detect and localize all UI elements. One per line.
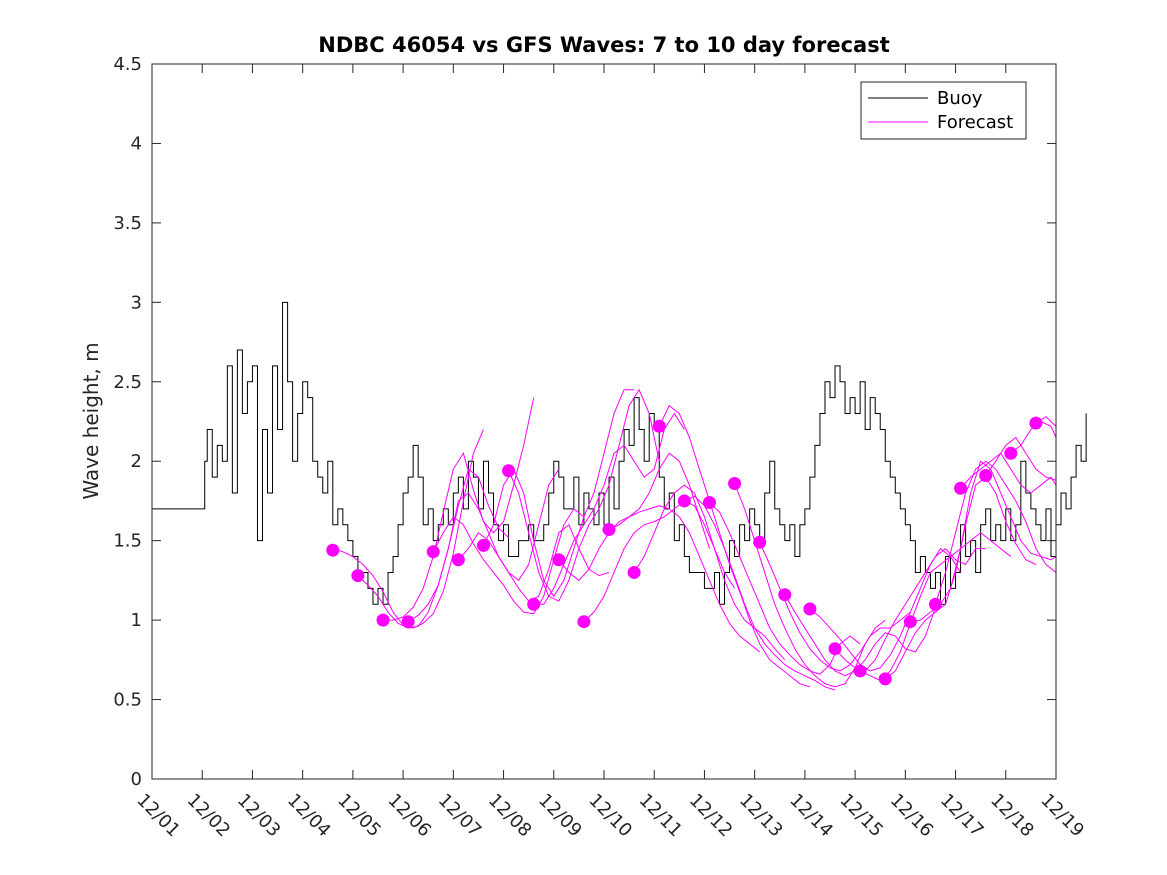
plot-frame bbox=[151, 63, 1057, 780]
forecast-series-line bbox=[383, 397, 535, 621]
forecast-series-line bbox=[734, 483, 886, 688]
forecast-series-line bbox=[508, 388, 660, 602]
y-axis-label: Wave height, m bbox=[79, 342, 103, 499]
legend-buoy-label: Buoy bbox=[937, 88, 983, 109]
forecast-start-marker bbox=[577, 615, 591, 629]
forecast-series-line bbox=[583, 500, 736, 623]
plot-series bbox=[152, 301, 1087, 691]
plot-area bbox=[152, 64, 1056, 779]
forecast-start-marker bbox=[627, 565, 641, 579]
forecast-series-line bbox=[934, 460, 1057, 605]
y-tick-label: 0 bbox=[131, 769, 142, 790]
y-tick-label: 2.5 bbox=[113, 372, 142, 393]
forecast-start-marker bbox=[853, 664, 867, 678]
y-axis-ticks: 0 0.5 1 1.5 2 2.5 3 3.5 4 4.5 bbox=[113, 54, 1056, 790]
forecast-start-marker bbox=[954, 481, 968, 495]
forecast-start-marker bbox=[426, 545, 440, 559]
forecast-series-line bbox=[357, 468, 509, 629]
forecast-series-line bbox=[558, 452, 710, 582]
forecast-start-marker bbox=[326, 543, 340, 557]
forecast-start-marker bbox=[476, 538, 490, 552]
y-tick-label: 4 bbox=[131, 133, 142, 154]
forecast-series-line bbox=[407, 468, 560, 623]
y-tick-label: 3 bbox=[131, 292, 142, 313]
forecast-start-marker bbox=[677, 494, 691, 508]
forecast-start-marker bbox=[552, 553, 566, 567]
forecast-start-marker bbox=[602, 523, 616, 537]
forecast-start-marker bbox=[928, 597, 942, 611]
y-tick-label: 1 bbox=[131, 610, 142, 631]
forecast-start-marker bbox=[803, 602, 817, 616]
forecast-series-line bbox=[684, 495, 836, 691]
y-tick-label: 3.5 bbox=[113, 213, 142, 234]
forecast-start-marker bbox=[376, 613, 390, 627]
forecast-start-marker bbox=[702, 496, 716, 510]
legend-forecast-label: Forecast bbox=[937, 112, 1013, 133]
legend: Buoy Forecast bbox=[860, 81, 1027, 140]
forecast-start-marker bbox=[1029, 416, 1043, 430]
forecast-start-marker bbox=[979, 469, 993, 483]
forecast-start-marker bbox=[778, 588, 792, 602]
chart-title: NDBC 46054 vs GFS Waves: 7 to 10 day for… bbox=[318, 33, 889, 57]
legend-box bbox=[860, 81, 1027, 140]
y-tick-label: 4.5 bbox=[113, 54, 142, 75]
forecast-start-marker bbox=[652, 419, 666, 433]
forecast-start-marker bbox=[1004, 446, 1018, 460]
forecast-start-marker bbox=[451, 553, 465, 567]
y-tick-label: 1.5 bbox=[113, 531, 142, 552]
y-tick-label: 2 bbox=[131, 451, 142, 472]
forecast-series-line bbox=[658, 404, 811, 688]
forecast-start-marker bbox=[903, 615, 917, 629]
forecast-start-marker bbox=[401, 615, 415, 629]
forecast-start-marker bbox=[878, 672, 892, 686]
forecast-series-line bbox=[960, 452, 1057, 494]
forecast-start-marker bbox=[527, 597, 541, 611]
forecast-series-line bbox=[608, 505, 760, 653]
forecast-start-marker bbox=[753, 535, 767, 549]
forecast-start-marker bbox=[828, 642, 842, 656]
forecast-series-line bbox=[633, 484, 786, 661]
forecast-start-marker bbox=[728, 476, 742, 490]
forecast-series-line bbox=[432, 508, 585, 615]
forecast-start-marker bbox=[502, 464, 516, 478]
forecast-start-marker bbox=[351, 569, 365, 583]
y-tick-label: 0.5 bbox=[113, 690, 142, 711]
forecast-series-line bbox=[533, 412, 685, 605]
